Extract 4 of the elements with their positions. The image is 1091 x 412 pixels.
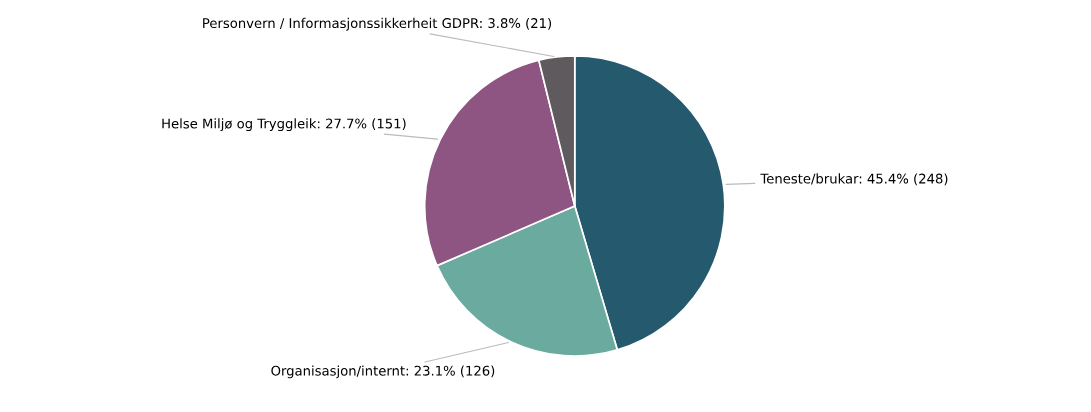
slice-label: Teneste/brukar: 45.4% (248) <box>760 173 948 186</box>
slice-label: Personvern / Informasjonssikkerheit GDPR: 3.8% (21) <box>203 17 552 31</box>
slice-label: Organisasjon/internt: 23.1% (126) <box>271 365 495 379</box>
slice-label: Helse Miljø og Tryggleik: 27.7% (151) <box>162 118 406 132</box>
